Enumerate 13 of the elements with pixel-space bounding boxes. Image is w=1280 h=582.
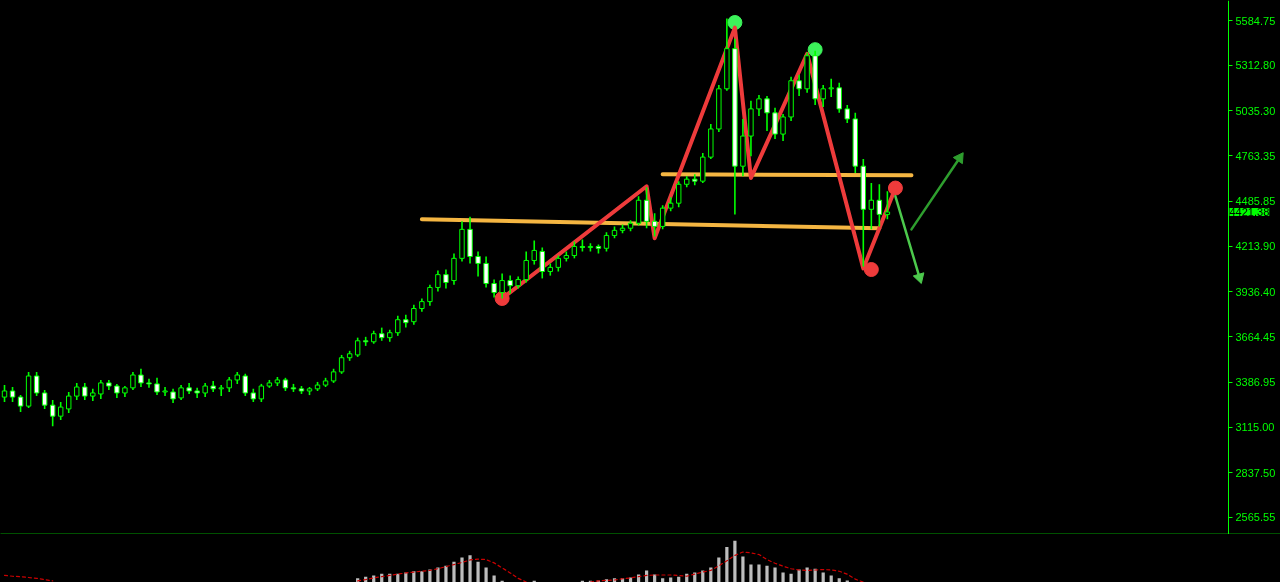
y-tick-label: 4763.35 [1235,149,1276,162]
y-tick-label: 5312.80 [1235,59,1276,72]
y-tick-label: 3115.00 [1235,421,1275,434]
y-tick-label: 3386.95 [1235,376,1276,389]
y-tick-label: 2565.55 [1235,511,1276,524]
y-tick-label: 3664.45 [1235,330,1276,343]
y-tick-label: 5035.30 [1235,104,1276,117]
y-tick-label: 4485.85 [1235,195,1276,208]
text: 4421.38 [1229,206,1270,219]
y-tick-label: 4213.90 [1235,240,1276,253]
y-tick-label: 2837.50 [1235,466,1276,479]
y-tick-label: 5584.75 [1235,14,1276,27]
y-tick-label: 3936.40 [1235,285,1276,298]
